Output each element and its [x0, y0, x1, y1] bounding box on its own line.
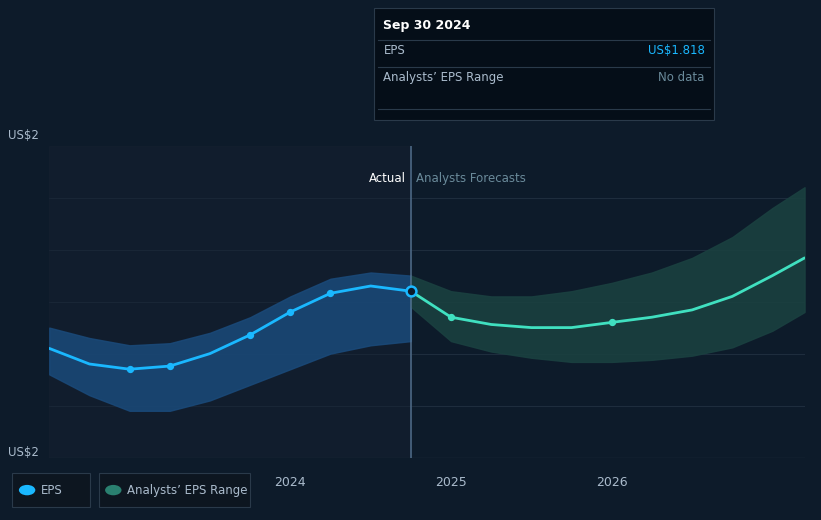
- Text: Analysts Forecasts: Analysts Forecasts: [415, 172, 525, 185]
- Text: No data: No data: [658, 71, 704, 84]
- Text: 2025: 2025: [435, 476, 467, 489]
- Text: Sep 30 2024: Sep 30 2024: [383, 19, 471, 32]
- Text: Analysts’ EPS Range: Analysts’ EPS Range: [383, 71, 504, 84]
- Bar: [49, 146, 410, 458]
- Text: US$2: US$2: [8, 128, 39, 141]
- Text: US$2: US$2: [8, 446, 39, 459]
- Point: [123, 365, 136, 373]
- Text: 2024: 2024: [274, 476, 306, 489]
- Point: [404, 287, 417, 295]
- Text: EPS: EPS: [41, 484, 62, 497]
- Point: [284, 308, 297, 316]
- Text: Actual: Actual: [369, 172, 406, 185]
- Point: [605, 318, 618, 327]
- Point: [163, 362, 177, 370]
- Point: [444, 313, 457, 321]
- Text: US$1.818: US$1.818: [648, 44, 704, 57]
- Text: Analysts’ EPS Range: Analysts’ EPS Range: [127, 484, 248, 497]
- Text: 2023: 2023: [114, 476, 145, 489]
- Point: [324, 289, 337, 297]
- Text: 2026: 2026: [596, 476, 627, 489]
- Text: EPS: EPS: [383, 44, 405, 57]
- Point: [244, 331, 257, 339]
